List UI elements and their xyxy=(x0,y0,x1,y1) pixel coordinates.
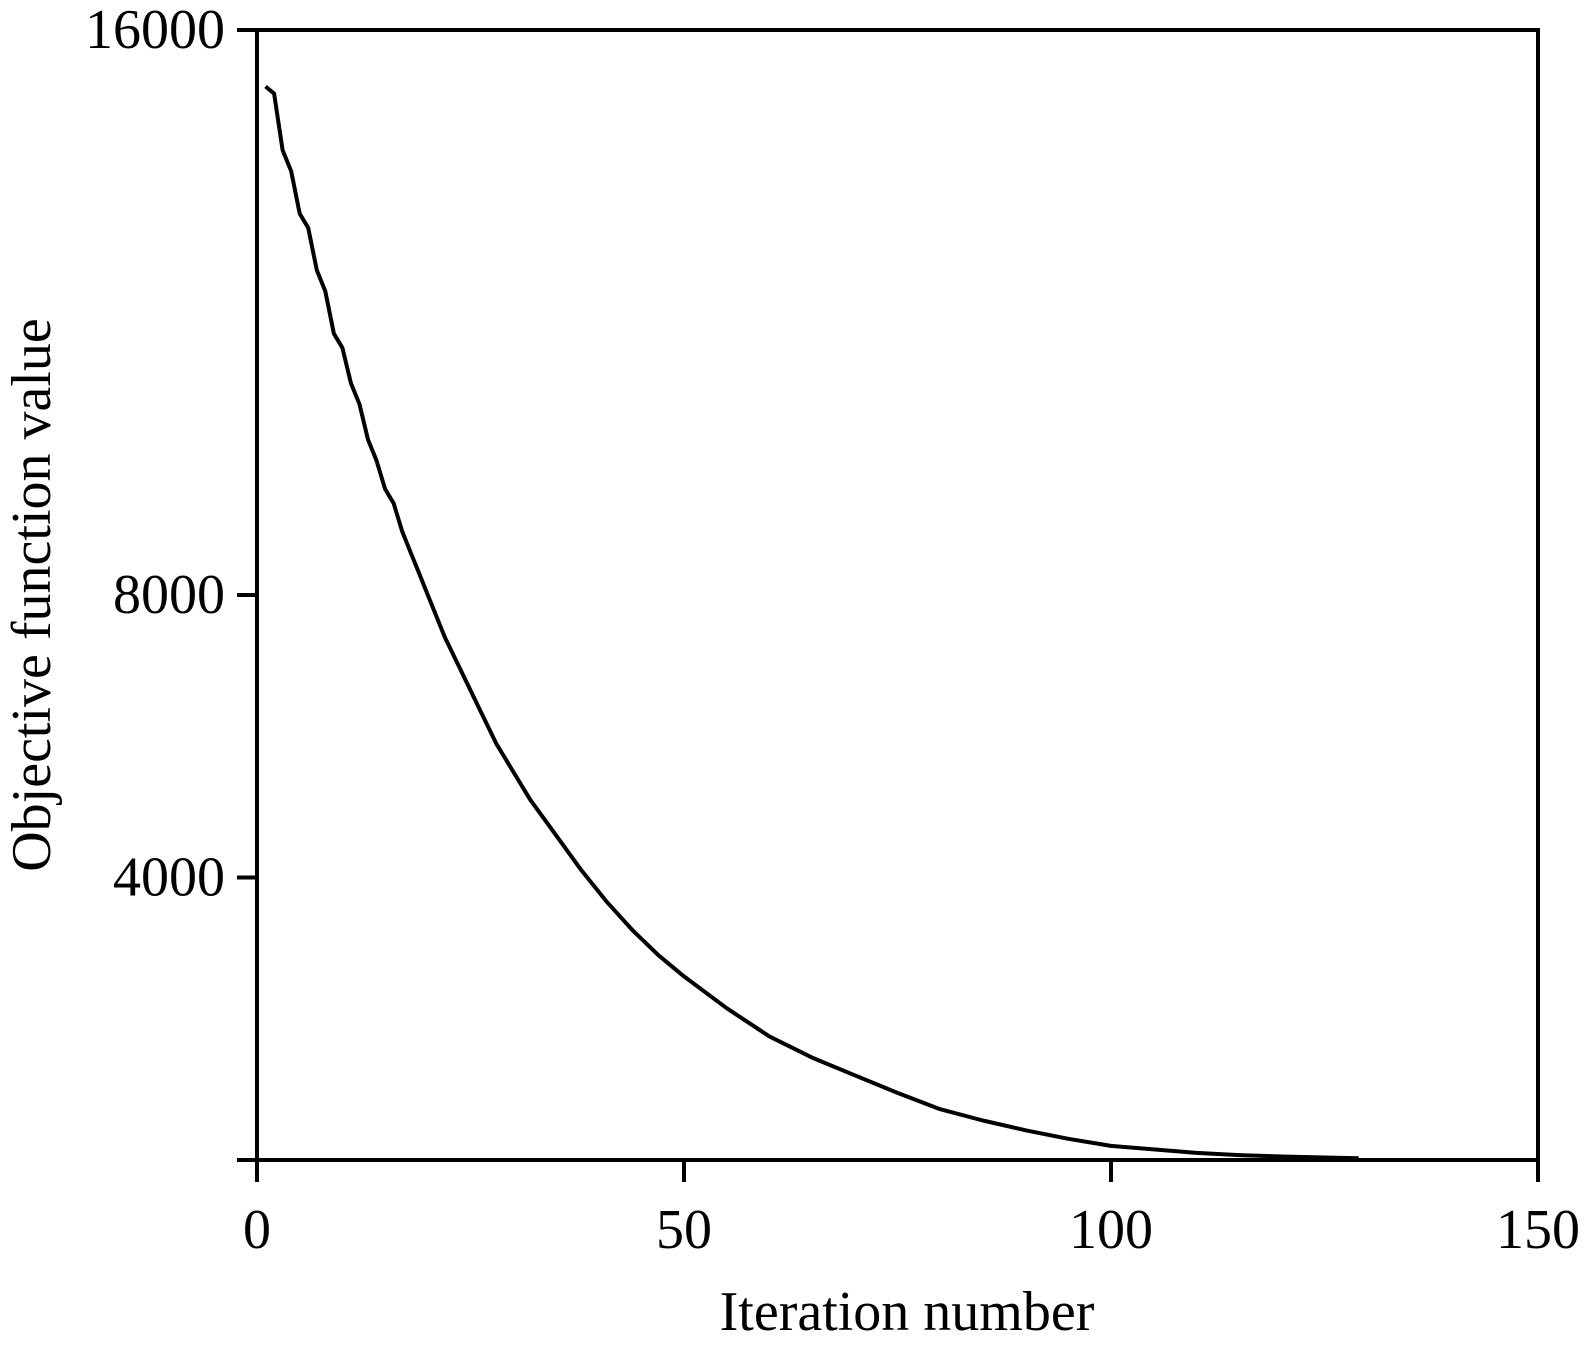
y-tick-label: 4000 xyxy=(113,847,225,909)
x-axis-ticks: 0 50 100 150 xyxy=(243,1160,1580,1261)
series-layer xyxy=(264,84,1359,1161)
plot-frame xyxy=(255,28,1540,1162)
x-tick-label: 0 xyxy=(243,1199,271,1261)
x-tick-label: 150 xyxy=(1496,1199,1580,1261)
x-axis-title: Iteration number xyxy=(720,1281,1095,1343)
y-axis-title: Objective function value xyxy=(1,318,63,872)
x-tick-label: 100 xyxy=(1069,1199,1153,1261)
x-tick-label: 50 xyxy=(656,1199,712,1261)
y-axis-ticks: 4000 8000 16000 xyxy=(85,0,257,1162)
y-tick-label: 16000 xyxy=(85,0,225,61)
series-line xyxy=(264,84,1359,1161)
y-tick-label: 8000 xyxy=(113,564,225,626)
